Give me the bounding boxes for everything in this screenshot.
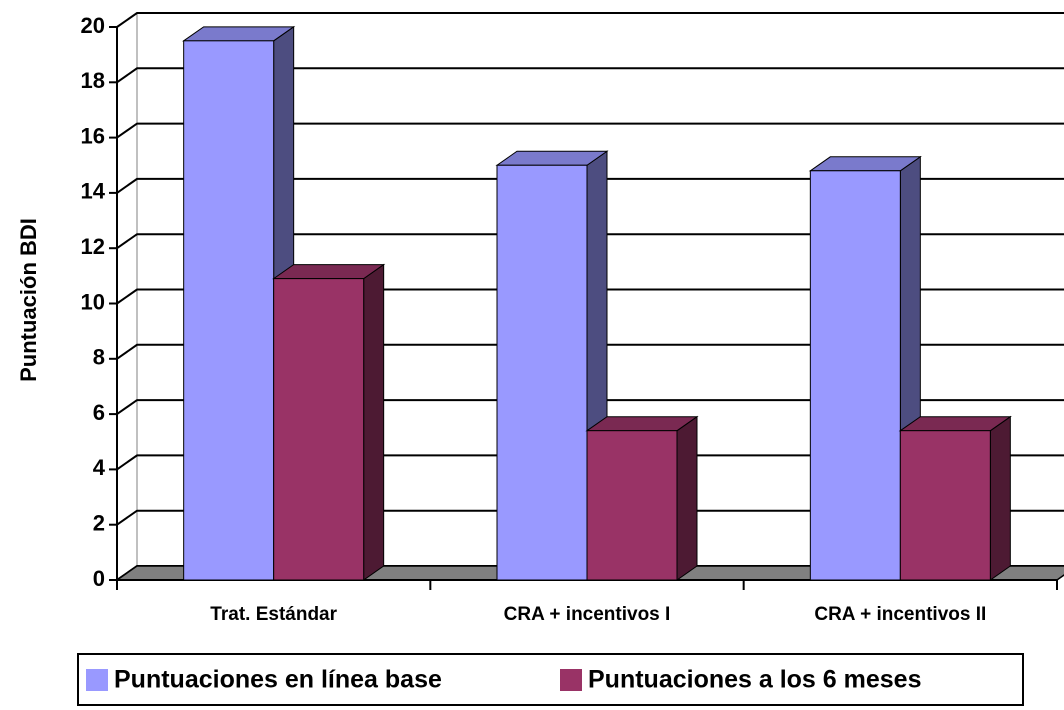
bar <box>183 40 275 581</box>
grid-line <box>116 288 1064 305</box>
bar-side <box>676 415 698 581</box>
y-tick-label: 16 <box>81 123 105 148</box>
grid-line <box>116 454 1064 471</box>
grid-line <box>116 67 1064 84</box>
y-tick-label: 18 <box>81 68 105 93</box>
grid-line <box>116 399 1064 415</box>
bar-top <box>272 264 386 280</box>
y-tick-label: 6 <box>93 400 105 425</box>
grid-line <box>116 177 1064 194</box>
bar <box>586 430 678 581</box>
legend-swatch <box>560 669 582 691</box>
x-tick-label: CRA + incentivos II <box>814 604 986 625</box>
legend-box <box>77 653 1024 706</box>
x-tick-label: CRA + incentivos I <box>504 604 671 625</box>
x-tick-label: Trat. Estándar <box>210 604 337 625</box>
y-tick-label: 2 <box>93 511 105 536</box>
bar <box>273 278 365 581</box>
y-tick-label: 12 <box>81 234 105 259</box>
grid-line <box>116 122 1064 139</box>
bar-side <box>989 415 1011 581</box>
y-tick-label: 14 <box>81 179 106 204</box>
bar-side <box>363 263 385 581</box>
bar-top <box>898 416 1012 432</box>
bar-top <box>808 156 922 172</box>
bar <box>496 164 588 581</box>
bar-top <box>495 150 609 166</box>
grid-line <box>116 233 1064 250</box>
y-tick-label: 0 <box>93 566 105 591</box>
y-tick-label: 10 <box>81 289 105 314</box>
bar <box>809 170 901 581</box>
grid-line <box>116 12 1064 28</box>
y-tick-label: 20 <box>81 13 105 38</box>
bar <box>899 430 991 581</box>
bar-top <box>585 416 699 432</box>
legend-label: Puntuaciones en línea base <box>114 666 442 694</box>
legend-swatch <box>86 669 108 691</box>
grid-line <box>116 343 1064 360</box>
legend-label: Puntuaciones a los 6 meses <box>588 666 921 694</box>
y-tick-label: 4 <box>93 455 106 480</box>
bar-top <box>182 26 296 42</box>
y-tick-label: 8 <box>93 345 105 370</box>
y-axis-label: Puntuación BDI <box>16 218 41 382</box>
grid-line <box>116 509 1064 526</box>
